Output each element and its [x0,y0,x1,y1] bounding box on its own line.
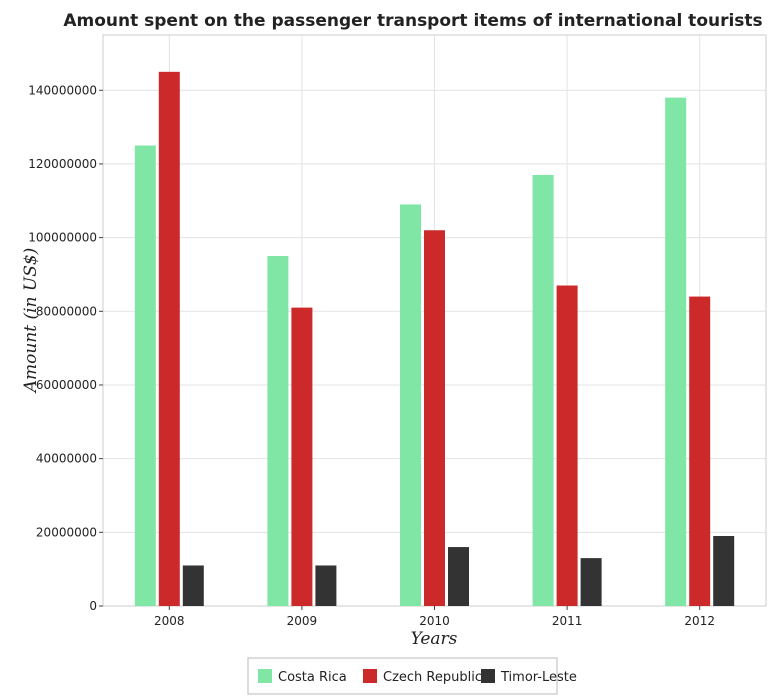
x-tick-label: 2008 [154,614,185,628]
y-tick-label: 20000000 [36,525,97,539]
y-tick-label: 120000000 [28,157,97,171]
x-axis-label: Years [411,629,458,649]
bars [134,71,735,607]
legend: Costa Rica Czech Republic Timor-Leste [247,657,577,695]
x-axis-ticks: 2008 2009 2010 2011 2012 [154,606,715,628]
bar-czech-republic-2010 [424,230,445,606]
legend-label: Timor-Leste [500,670,577,685]
legend-swatch [481,669,495,683]
bar-costa-rica-2010 [400,204,421,606]
x-tick-label: 2012 [684,614,715,628]
bar-costa-rica-2012 [665,97,687,607]
y-tick-label: 60000000 [36,378,97,392]
bar-costa-rica-2011 [532,174,554,606]
bar-timor-leste-2012 [713,536,735,606]
y-axis-label: Amount (in US$) [21,248,41,395]
bar-timor-leste-2010 [448,547,469,606]
legend-label: Czech Republic [383,670,482,685]
x-tick-label: 2011 [552,614,583,628]
bar-czech-republic-2009 [291,307,313,606]
y-tick-label: 100000000 [28,231,97,245]
y-tick-label: 140000000 [28,83,97,97]
bar-timor-leste-2009 [315,565,337,606]
bar-czech-republic-2011 [556,285,578,606]
legend-swatch [363,669,377,683]
bar-czech-republic-2012 [689,296,711,606]
bar-costa-rica-2008 [134,145,156,607]
bar-costa-rica-2009 [267,256,289,606]
y-tick-label: 80000000 [36,304,97,318]
x-tick-label: 2009 [287,614,318,628]
x-tick-label: 2010 [419,614,450,628]
bar-timor-leste-2008 [182,565,204,606]
y-tick-label: 40000000 [36,452,97,466]
y-axis-ticks: 0 20000000 40000000 60000000 80000000 1000000… [28,83,103,613]
bar-timor-leste-2011 [580,558,602,606]
y-tick-label: 0 [89,599,97,613]
chart-title: Amount spent on the passenger transport … [63,11,762,31]
legend-swatch [258,669,272,683]
bar-czech-republic-2008 [158,71,180,607]
legend-box [247,657,558,695]
legend-label: Costa Rica [278,670,347,685]
